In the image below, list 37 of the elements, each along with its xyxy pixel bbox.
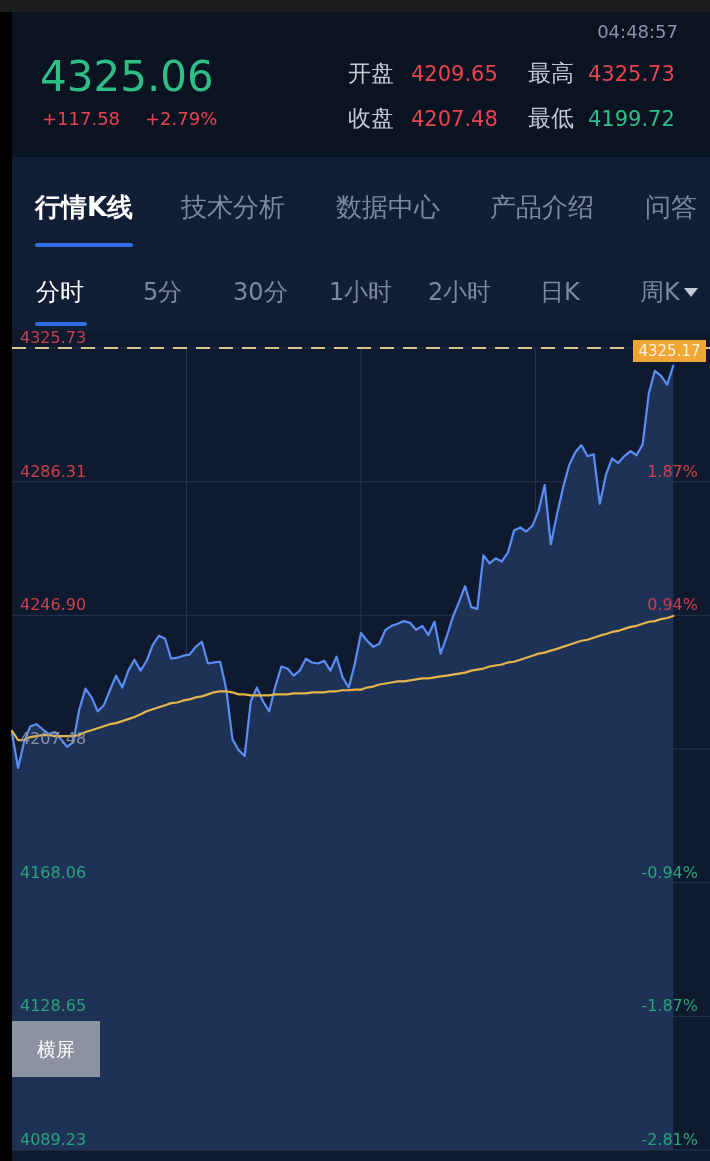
title: 4325.06 [40, 52, 214, 101]
stat-value-label: 4209.65 [411, 62, 498, 86]
subtab-label: 5分 [143, 278, 183, 306]
clock-label: 04:48:57 [597, 21, 678, 42]
change-label: +117.58 [42, 108, 121, 129]
stat-value-label: 4199.72 [588, 107, 675, 131]
subtab-label: 30分 [233, 278, 288, 306]
y-tick-label: 4128.65 [20, 996, 87, 1016]
tab-label: 产品介绍 [490, 192, 594, 222]
y2-tick-label: -1.87% [641, 995, 698, 1015]
stat-label: 最高 [528, 60, 574, 86]
y-tick-label: 4168.06 [20, 862, 87, 882]
subtab-label: 1小时 [329, 278, 393, 306]
stat-label: 最低 [528, 105, 574, 131]
y-tick-label: 4089.23 [20, 1130, 87, 1149]
stat-label: 收盘 [348, 105, 394, 131]
stat-value-label: 4207.48 [411, 107, 498, 131]
y-tick-label: 4286.31 [20, 461, 87, 481]
subtab-label: 分时 [36, 278, 84, 306]
change-pct-label: +2.79% [145, 108, 218, 129]
subtab-label: 日K [540, 278, 580, 306]
tab-label: 行情K线 [35, 192, 134, 222]
y2-tick-label: -2.81% [641, 1130, 698, 1149]
y-tick-label: 4325.73 [20, 328, 87, 347]
tab-label: 数据中心 [336, 192, 440, 222]
tab-label: 技术分析 [181, 192, 285, 222]
y2-tick-label: -0.94% [641, 863, 698, 883]
subtab-label: 周K [640, 278, 680, 306]
subtab-label: 2小时 [428, 278, 492, 306]
button-label: 横屏 [37, 1038, 75, 1060]
stat-value-label: 4325.73 [588, 62, 675, 86]
y2-tick-label: 0.94% [647, 594, 698, 614]
stat-label: 开盘 [348, 60, 394, 86]
tab-label: 问答 [645, 192, 697, 222]
price-tag-label: 4325.17 [638, 342, 701, 360]
y2-tick-label: 1.87% [647, 462, 698, 482]
y-tick-label: 4246.90 [20, 595, 87, 615]
